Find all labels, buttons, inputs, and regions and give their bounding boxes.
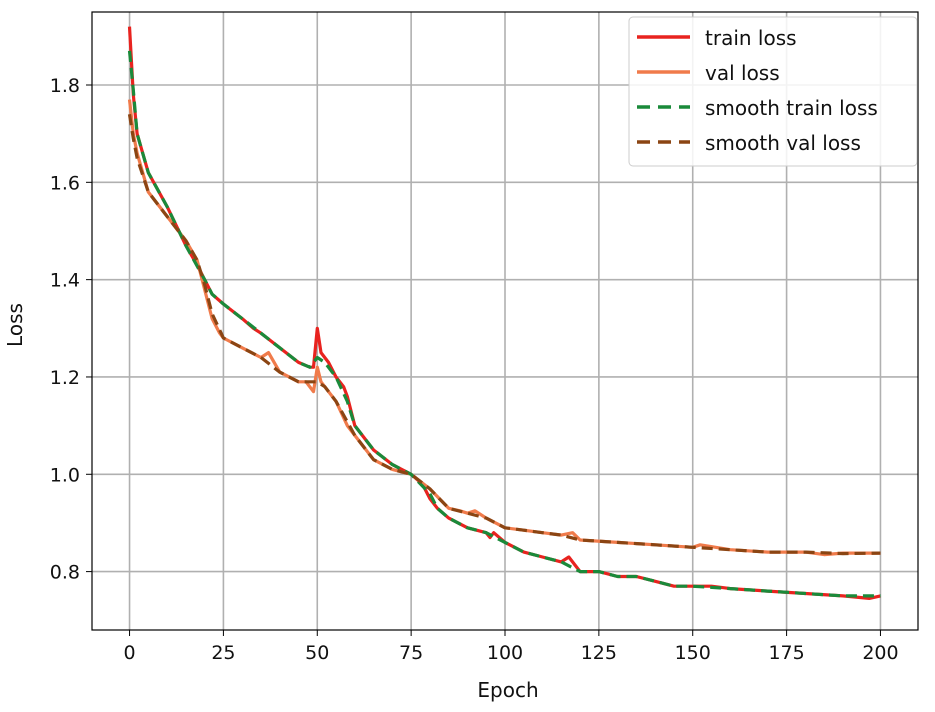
x-tick-label: 0 <box>123 642 135 664</box>
series-lines <box>127 26 881 600</box>
legend-box <box>628 16 918 167</box>
x-tick-label: 175 <box>768 642 804 664</box>
legend-label: smooth train loss <box>705 96 878 120</box>
x-tick-label: 150 <box>675 642 711 664</box>
series-line-smooth-val-loss <box>127 113 881 556</box>
y-tick-label: 1.6 <box>50 172 80 194</box>
y-tick-label: 0.8 <box>50 562 80 584</box>
series-line-smooth-train-loss <box>127 50 881 598</box>
x-tick-label: 50 <box>305 642 329 664</box>
y-axis: 0.8 1.0 1.2 1.4 1.6 1.8 <box>50 75 92 584</box>
y-tick-label: 1.8 <box>50 75 80 97</box>
y-tick-label: 1.2 <box>50 367 80 389</box>
x-tick-label: 125 <box>581 642 617 664</box>
legend-label: train loss <box>705 26 797 50</box>
grid <box>92 12 918 630</box>
x-tick-label: 25 <box>211 642 235 664</box>
x-axis-label: Epoch <box>477 678 538 702</box>
legend-label: smooth val loss <box>705 131 861 155</box>
x-tick-label: 75 <box>399 642 423 664</box>
y-axis-label: Loss <box>3 303 27 347</box>
y-tick-label: 1.4 <box>50 270 80 292</box>
x-axis: 0 25 50 75 100 125 150 175 200 <box>123 630 899 664</box>
y-tick-label: 1.0 <box>50 464 80 486</box>
legend: train loss val loss smooth train loss smoot… <box>628 16 918 167</box>
x-tick-label: 200 <box>862 642 898 664</box>
legend-label: val loss <box>705 61 780 85</box>
x-tick-label: 100 <box>487 642 523 664</box>
